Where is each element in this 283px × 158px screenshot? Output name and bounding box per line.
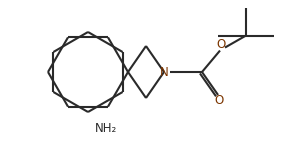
Text: N: N xyxy=(160,66,168,79)
Text: O: O xyxy=(216,38,226,51)
Text: O: O xyxy=(215,94,224,107)
Text: NH₂: NH₂ xyxy=(95,122,117,135)
